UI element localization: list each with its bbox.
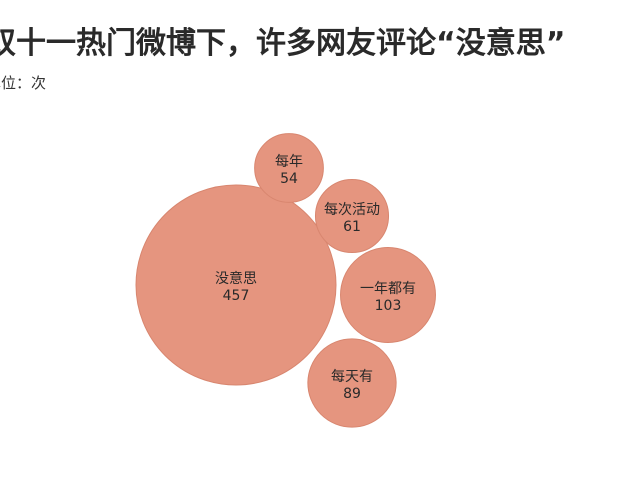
bubble-value-label: 103 [375,298,402,314]
bubble-value-label: 54 [280,171,298,187]
bubble-category-label: 每次活动 [324,202,380,218]
bubble-category-label: 没意思 [215,270,257,287]
bubble-category-label: 一年都有 [360,281,416,297]
bubble-value-label: 89 [343,386,361,402]
bubble-circle [307,338,397,428]
bubble-circle [135,184,337,386]
bubble-circle [254,133,324,203]
bubble-circle [314,178,390,254]
bubble-circle [340,247,436,343]
bubble-category-label: 每天有 [331,369,373,385]
bubble-value-label: 61 [343,219,361,235]
bubble-value-label: 457 [223,288,250,304]
bubble-category-label: 每年 [275,154,303,170]
chart-subtitle: 单位：次 [0,74,47,92]
chart-title: 双十一热门微博下，许多网友评论“没意思” [0,26,566,61]
